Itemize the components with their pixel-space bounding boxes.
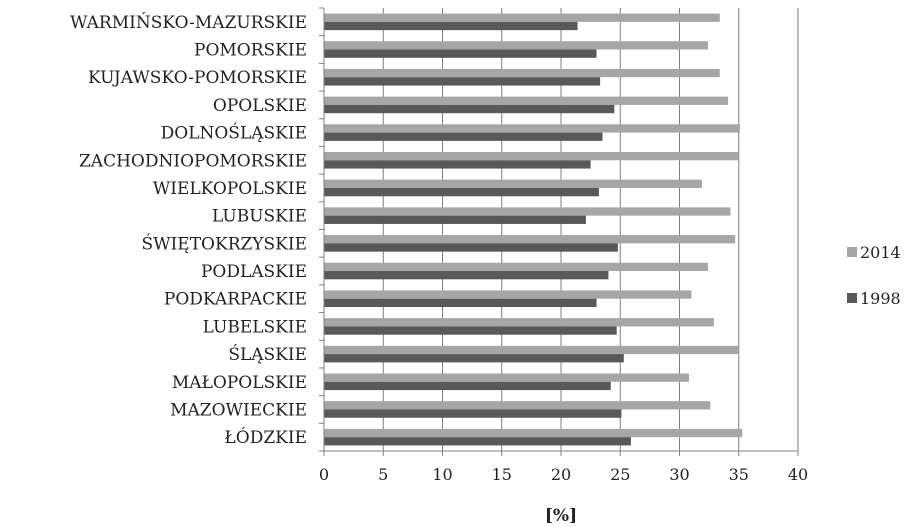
bar-2014-9 (324, 262, 708, 272)
bar-1998-14 (324, 409, 622, 418)
bar-2014-13 (324, 373, 689, 382)
bar-1998-6 (324, 187, 599, 197)
category-label: MAŁOPOLSKIE (172, 373, 307, 393)
category-label: ŁÓDZKIE (224, 427, 307, 448)
bar-1998-13 (324, 381, 611, 391)
category-label: WARMIŃSKO-MAZURSKIE (70, 12, 307, 33)
x-tick-label: 5 (378, 465, 388, 484)
x-tick-label: 10 (432, 465, 452, 484)
category-label: KUJAWSKO-POMORSKIE (88, 68, 307, 88)
bar-2014-11 (324, 318, 714, 327)
bar-1998-10 (324, 298, 597, 308)
x-tick-label: 35 (729, 465, 749, 484)
x-tick-label: 25 (610, 465, 630, 484)
x-tick-label: 15 (492, 465, 512, 484)
bar-1998-7 (324, 215, 586, 224)
bar-2014-8 (324, 235, 736, 244)
bar-2014-3 (324, 96, 729, 105)
bar-1998-12 (324, 354, 624, 363)
axes (319, 7, 799, 456)
bar-1998-15 (324, 437, 631, 446)
x-tick-label: 40 (788, 465, 808, 484)
bar-2014-4 (324, 124, 740, 133)
category-label: WIELKOPOLSKIE (153, 179, 307, 199)
bar-1998-0 (324, 21, 578, 31)
bar-1998-1 (324, 49, 597, 58)
bar-2014-10 (324, 290, 692, 299)
category-labels: WARMIŃSKO-MAZURSKIE POMORSKIE KUJAWSKO-POM… (70, 12, 307, 448)
legend-swatch-1998 (847, 293, 857, 303)
category-label: ŚLĄSKIE (228, 344, 307, 365)
bar-2014-6 (324, 179, 703, 188)
bar-2014-2 (324, 68, 720, 78)
x-tick-label: 0 (319, 465, 329, 484)
category-label: LUBELSKIE (203, 317, 307, 337)
category-label: POMORSKIE (194, 41, 307, 61)
bar-2014-0 (324, 13, 720, 22)
category-label: MAZOWIECKIE (170, 400, 307, 420)
category-label: LUBUSKIE (212, 207, 307, 227)
bar-2014-14 (324, 401, 711, 410)
x-tick-label: 30 (669, 465, 689, 484)
category-label: DOLNOŚLĄSKIE (161, 123, 307, 144)
bar-1998-9 (324, 271, 609, 280)
category-label: PODLASKIE (201, 262, 307, 282)
x-tick-labels: 0 5 10 15 20 25 30 35 40 (319, 465, 808, 484)
bar-1998-3 (324, 104, 615, 114)
bar-1998-2 (324, 77, 601, 86)
bar-1998-4 (324, 132, 603, 141)
bar-2014-15 (324, 428, 743, 438)
bar-2014-5 (324, 151, 739, 161)
bar-1998-11 (324, 326, 617, 335)
x-axis-label: [%] (545, 506, 577, 526)
category-label: OPOLSKIE (213, 96, 307, 116)
bar-2014-7 (324, 207, 731, 216)
category-label: PODKARPACKIE (164, 290, 307, 310)
bar-1998-8 (324, 243, 618, 252)
legend-swatch-2014 (847, 247, 857, 257)
bar-1998-5 (324, 160, 591, 169)
bar-2014-1 (324, 41, 708, 50)
category-label: ZACHODNIOPOMORSKIE (79, 151, 307, 171)
x-tick-label: 20 (551, 465, 571, 484)
legend: 2014 1998 (847, 243, 901, 308)
bar-2014-12 (324, 345, 739, 355)
category-label: ŚWIĘTOKRZYSKIE (141, 233, 307, 254)
legend-label-2014: 2014 (860, 243, 901, 262)
legend-label-1998: 1998 (860, 289, 901, 308)
bars (324, 13, 743, 446)
